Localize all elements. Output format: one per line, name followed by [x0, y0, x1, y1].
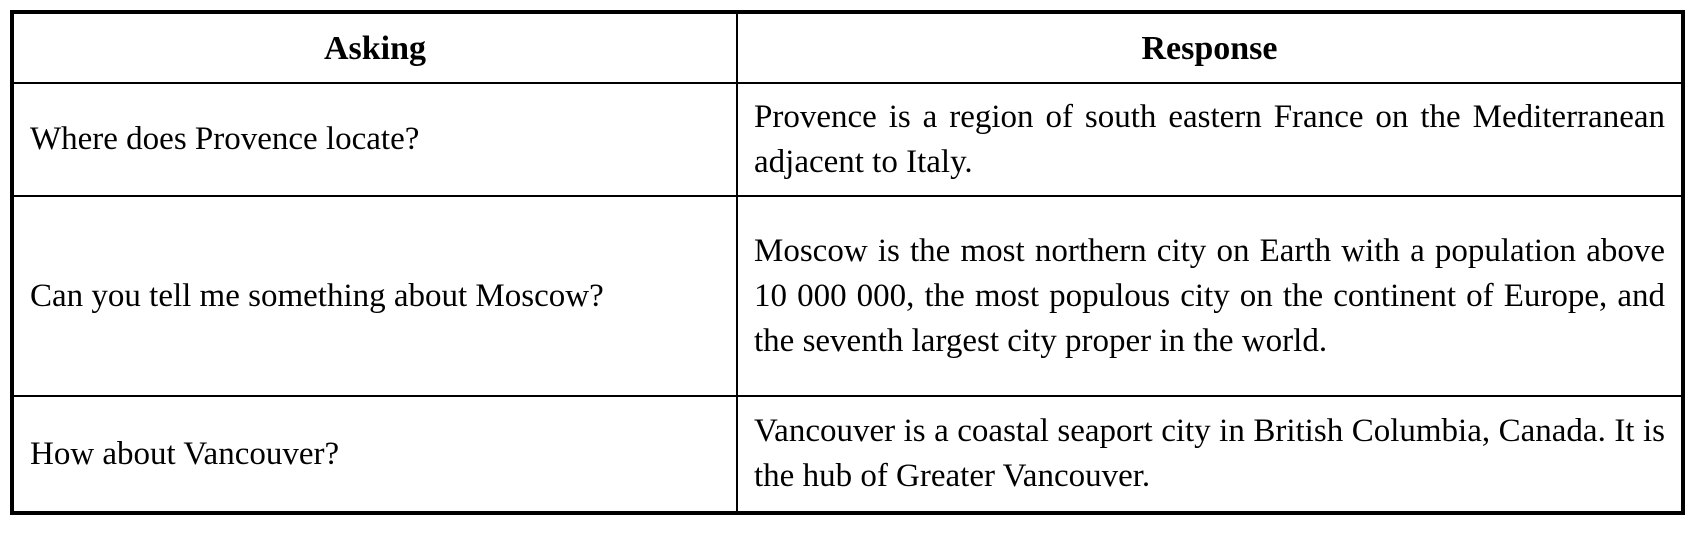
asking-cell-provence: Where does Provence locate?	[11, 82, 738, 197]
asking-cell-vancouver: How about Vancouver?	[11, 395, 738, 514]
response-cell-moscow: Moscow is the most northern city on Eart…	[736, 195, 1684, 397]
asking-cell-moscow: Can you tell me something about Moscow?	[11, 195, 738, 397]
table-row-provence: Where does Provence locate? Provence is …	[11, 82, 1684, 197]
table-row-vancouver: How about Vancouver? Vancouver is a coas…	[11, 395, 1684, 514]
response-cell-provence: Provence is a region of south eastern Fr…	[736, 82, 1684, 197]
header-row: Asking Response	[11, 11, 1684, 84]
column-header-response: Response	[736, 11, 1684, 84]
table-row-moscow: Can you tell me something about Moscow? …	[11, 195, 1684, 397]
response-cell-vancouver: Vancouver is a coastal seaport city in B…	[736, 395, 1684, 514]
column-header-asking: Asking	[11, 11, 738, 84]
qa-table: Asking Response Where does Provence loca…	[10, 10, 1685, 515]
